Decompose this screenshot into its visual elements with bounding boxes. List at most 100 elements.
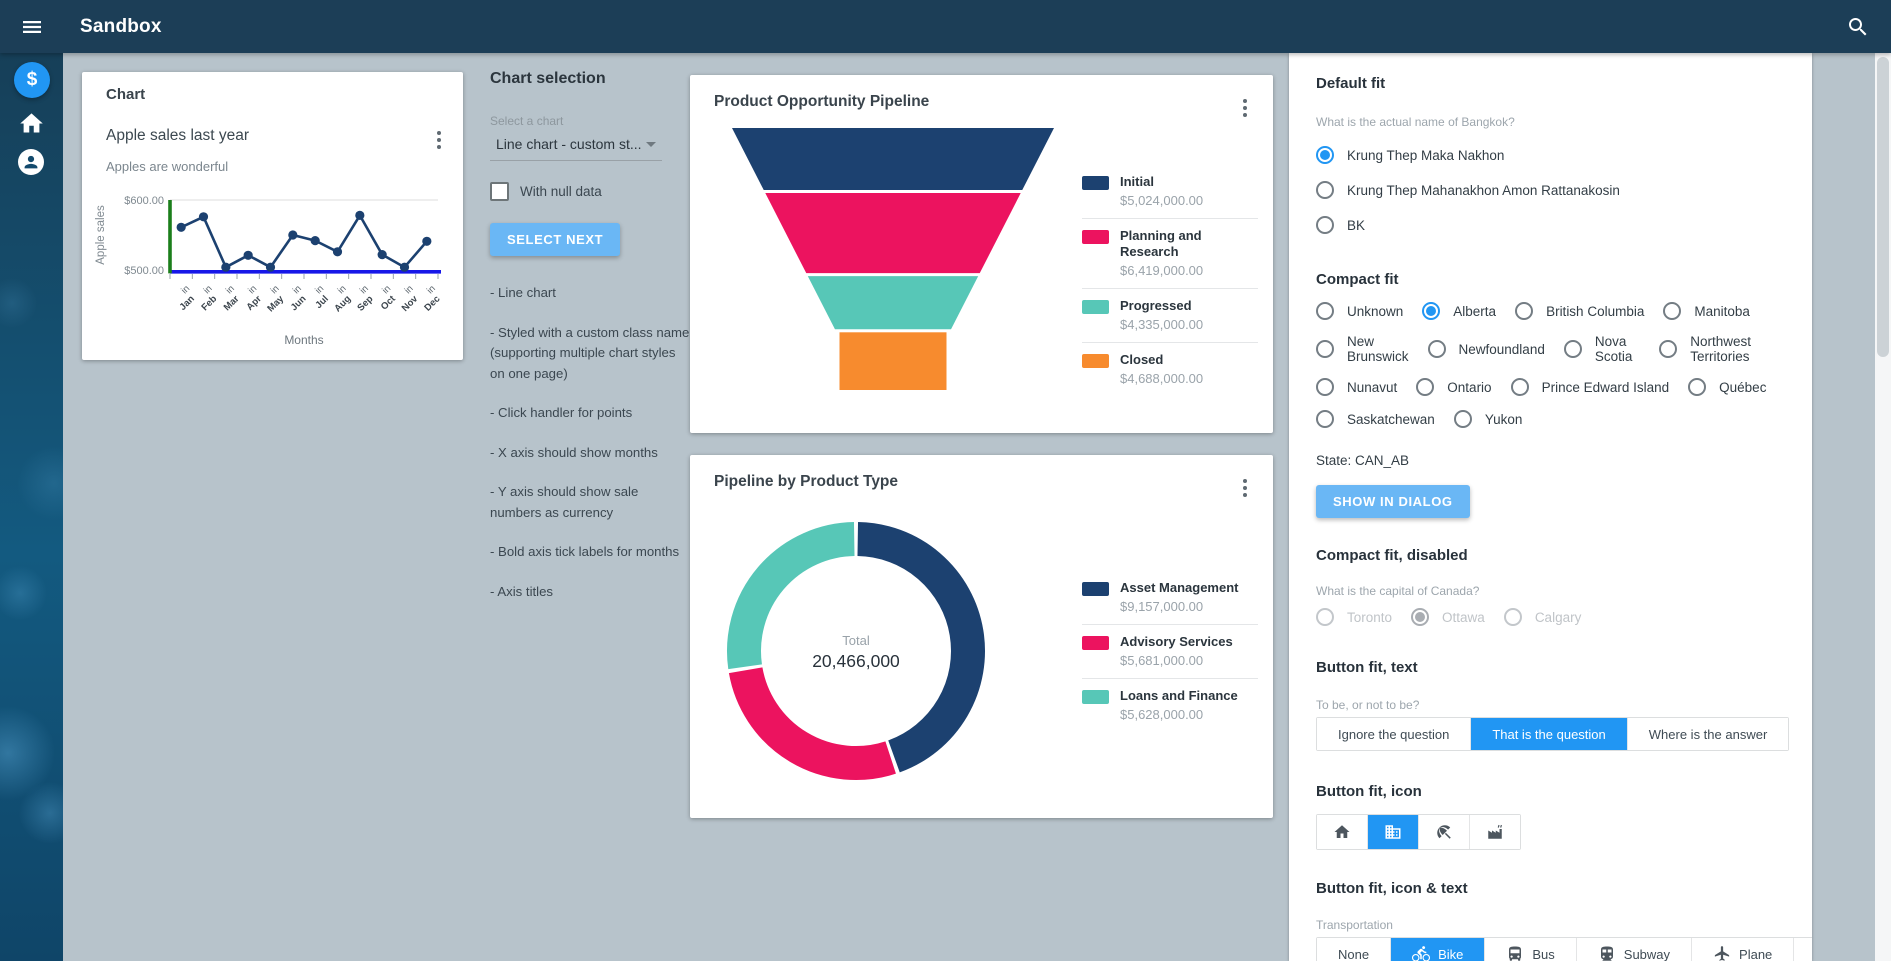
legend-item[interactable]: Advisory Services $5,681,000.00 xyxy=(1082,624,1258,678)
kebab-menu-icon[interactable] xyxy=(1239,475,1251,501)
funnel-slice-progressed[interactable] xyxy=(807,276,979,330)
seg-button-factory[interactable] xyxy=(1469,815,1520,849)
svg-text:inDec: inDec xyxy=(415,283,445,313)
null-data-checkbox-row[interactable]: With null data xyxy=(490,182,690,201)
line-data-point[interactable] xyxy=(221,262,231,272)
home-icon[interactable] xyxy=(18,110,45,137)
legend-item[interactable]: Planning and Research $6,419,000.00 xyxy=(1082,218,1258,288)
radio-icon[interactable] xyxy=(1510,378,1529,396)
checkbox-icon[interactable] xyxy=(490,182,509,201)
radio-icon[interactable] xyxy=(1688,378,1707,396)
radio-selected-icon[interactable] xyxy=(1316,146,1334,164)
radio-option-krung-thep-maka-nakhon[interactable]: Krung Thep Maka Nakhon xyxy=(1316,146,1792,164)
radio-option-nunavut[interactable]: Nunavut xyxy=(1316,378,1397,396)
line-data-point[interactable] xyxy=(399,262,410,272)
seg-button-beach-umbrella[interactable] xyxy=(1418,815,1469,849)
funnel-slice-initial[interactable] xyxy=(732,128,1054,191)
kebab-menu-icon[interactable] xyxy=(433,127,445,153)
radio-icon[interactable] xyxy=(1659,340,1678,358)
legend-item[interactable]: Asset Management $9,157,000.00 xyxy=(1082,571,1258,624)
legend-label: Asset Management xyxy=(1120,580,1239,595)
radio-option-krung-thep-mahanakhon[interactable]: Krung Thep Mahanakhon Amon Rattanakosin xyxy=(1316,181,1792,199)
seg-button-office-building[interactable] xyxy=(1367,815,1418,849)
money-icon[interactable]: $ xyxy=(14,62,50,98)
legend-swatch xyxy=(1082,354,1109,368)
radio-icon[interactable] xyxy=(1416,378,1435,396)
radio-option-british-columbia[interactable]: British Columbia xyxy=(1515,302,1644,320)
select-next-button[interactable]: SELECT NEXT xyxy=(490,223,621,256)
legend-value: $4,335,000.00 xyxy=(1120,317,1204,332)
radio-option-new-brunswick[interactable]: New Brunswick xyxy=(1316,334,1409,364)
radio-option-nova-scotia[interactable]: Nova Scotia xyxy=(1563,334,1640,364)
scrollbar[interactable] xyxy=(1875,53,1891,961)
chart-select-dropdown[interactable]: Line chart - custom st... xyxy=(490,135,662,161)
seg-button-bus[interactable]: Bus xyxy=(1484,938,1576,961)
line-data-point[interactable] xyxy=(198,212,209,222)
radio-option-québec[interactable]: Québec xyxy=(1688,378,1766,396)
kebab-menu-icon[interactable] xyxy=(1239,95,1251,121)
radio-option-northwest-territories[interactable]: Northwest Territories xyxy=(1659,334,1773,364)
seg-button-plane[interactable]: Plane xyxy=(1691,938,1794,961)
line-data-point[interactable] xyxy=(243,250,253,260)
seg-button-that-is-the-question[interactable]: That is the question xyxy=(1470,718,1627,750)
radio-icon[interactable] xyxy=(1453,410,1472,428)
radio-icon[interactable] xyxy=(1316,410,1334,428)
radio-option-yukon[interactable]: Yukon xyxy=(1453,410,1522,428)
seg-button-none[interactable]: None xyxy=(1317,938,1391,961)
legend-item[interactable]: Loans and Finance $5,628,000.00 xyxy=(1082,678,1258,732)
funnel-slice-closed[interactable] xyxy=(839,332,947,390)
line-data-point[interactable] xyxy=(265,262,276,272)
line-data-point[interactable] xyxy=(422,236,432,246)
donut-slice-loans-and-finance[interactable] xyxy=(727,522,855,670)
top-app-bar: Sandbox xyxy=(0,0,1891,53)
menu-icon[interactable] xyxy=(19,14,45,40)
funnel-chart[interactable] xyxy=(700,123,1100,423)
radio-option-newfoundland[interactable]: Newfoundland xyxy=(1427,340,1545,358)
donut-slice-asset-management[interactable] xyxy=(857,522,985,773)
donut-slice-advisory-services[interactable] xyxy=(728,666,896,780)
radio-option-prince-edward-island[interactable]: Prince Edward Island xyxy=(1510,378,1669,396)
checkbox-label: With null data xyxy=(520,184,602,199)
legend-value: $6,419,000.00 xyxy=(1120,263,1204,278)
radio-option-saskatchewan[interactable]: Saskatchewan xyxy=(1316,410,1435,428)
line-data-point[interactable] xyxy=(176,222,186,232)
radio-option-unknown[interactable]: Unknown xyxy=(1316,302,1403,320)
seg-button-home[interactable] xyxy=(1317,815,1367,849)
radio-icon[interactable] xyxy=(1316,181,1334,199)
line-data-point[interactable] xyxy=(288,230,298,240)
radio-option-bk[interactable]: BK xyxy=(1316,216,1792,234)
seg-button-bike[interactable]: Bike xyxy=(1390,938,1485,961)
legend-item[interactable]: Closed $4,688,000.00 xyxy=(1082,342,1258,396)
seg-button-subway[interactable]: Subway xyxy=(1575,938,1692,961)
radio-selected-icon[interactable] xyxy=(1422,302,1441,320)
radio-icon[interactable] xyxy=(1663,302,1682,320)
seg-button-rocket[interactable]: Rocket xyxy=(1793,938,1812,961)
line-data-point[interactable] xyxy=(355,210,365,220)
radio-option-ontario[interactable]: Ontario xyxy=(1416,378,1492,396)
radio-option-alberta[interactable]: Alberta xyxy=(1422,302,1496,320)
show-in-dialog-button[interactable]: SHOW IN DIALOG xyxy=(1316,485,1470,518)
radio-icon[interactable] xyxy=(1316,340,1334,358)
line-data-point[interactable] xyxy=(310,236,320,246)
radio-icon[interactable] xyxy=(1316,378,1334,396)
funnel-slice-planning-and-research[interactable] xyxy=(765,193,1021,274)
apple-sales-line-chart[interactable]: inJaninFebinMarinAprinMayinJuninJulinAug… xyxy=(92,184,452,350)
radio-icon[interactable] xyxy=(1515,302,1534,320)
donut-chart[interactable]: Total 20,466,000 xyxy=(716,511,996,791)
person-icon[interactable] xyxy=(18,149,44,175)
radio-icon[interactable] xyxy=(1427,340,1446,358)
seg-button-ignore-the-question[interactable]: Ignore the question xyxy=(1317,718,1471,750)
radio-icon[interactable] xyxy=(1563,340,1582,358)
search-icon[interactable] xyxy=(1845,14,1871,40)
radio-icon[interactable] xyxy=(1316,216,1334,234)
seg-button-label: Plane xyxy=(1739,946,1773,961)
radio-option-manitoba[interactable]: Manitoba xyxy=(1663,302,1750,320)
legend-item[interactable]: Initial $5,024,000.00 xyxy=(1082,165,1258,218)
radio-icon[interactable] xyxy=(1316,302,1334,320)
seg-button-where-is-the-answer[interactable]: Where is the answer xyxy=(1626,718,1789,750)
scrollbar-thumb[interactable] xyxy=(1877,57,1889,357)
legend-item[interactable]: Progressed $4,335,000.00 xyxy=(1082,288,1258,342)
line-data-point[interactable] xyxy=(377,250,387,260)
chart-title: Apple sales last year xyxy=(106,127,250,144)
line-data-point[interactable] xyxy=(332,247,343,257)
